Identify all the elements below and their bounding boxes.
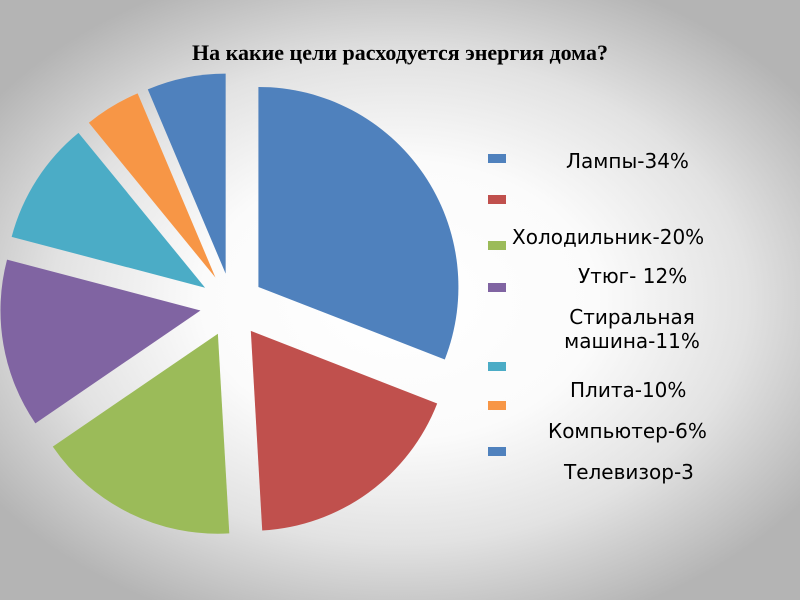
legend-swatch-2: [488, 241, 506, 250]
legend-label-4: Стиральная машина-11%: [564, 305, 700, 353]
pie-slice-6: [147, 73, 226, 274]
legend-label-3: Утюг- 12%: [578, 264, 688, 288]
pie-slice-1: [250, 330, 438, 531]
pie-slice-2: [52, 333, 230, 534]
legend-swatch-3: [488, 283, 506, 292]
legend-label-2: Холодильник-20%: [512, 225, 705, 249]
legend-swatch-1: [488, 195, 506, 204]
legend-label-0: Лампы-34%: [566, 149, 689, 173]
pie-slice-3: [0, 259, 201, 424]
legend-label-5: Плита-10%: [570, 378, 687, 402]
legend-swatch-5: [488, 401, 506, 410]
pie-slice-4: [11, 132, 206, 288]
legend-swatch-4: [488, 362, 506, 371]
legend-label-7: Телевизор-3: [564, 460, 694, 484]
legend-swatch-6: [488, 447, 506, 456]
legend-label-6: Компьютер-6%: [548, 419, 707, 443]
chart-title: На какие цели расходуется энергия дома?: [191, 40, 609, 65]
pie-slice-0: [258, 86, 459, 360]
legend-swatch-0: [488, 154, 506, 163]
pie-slice-5: [88, 93, 216, 278]
